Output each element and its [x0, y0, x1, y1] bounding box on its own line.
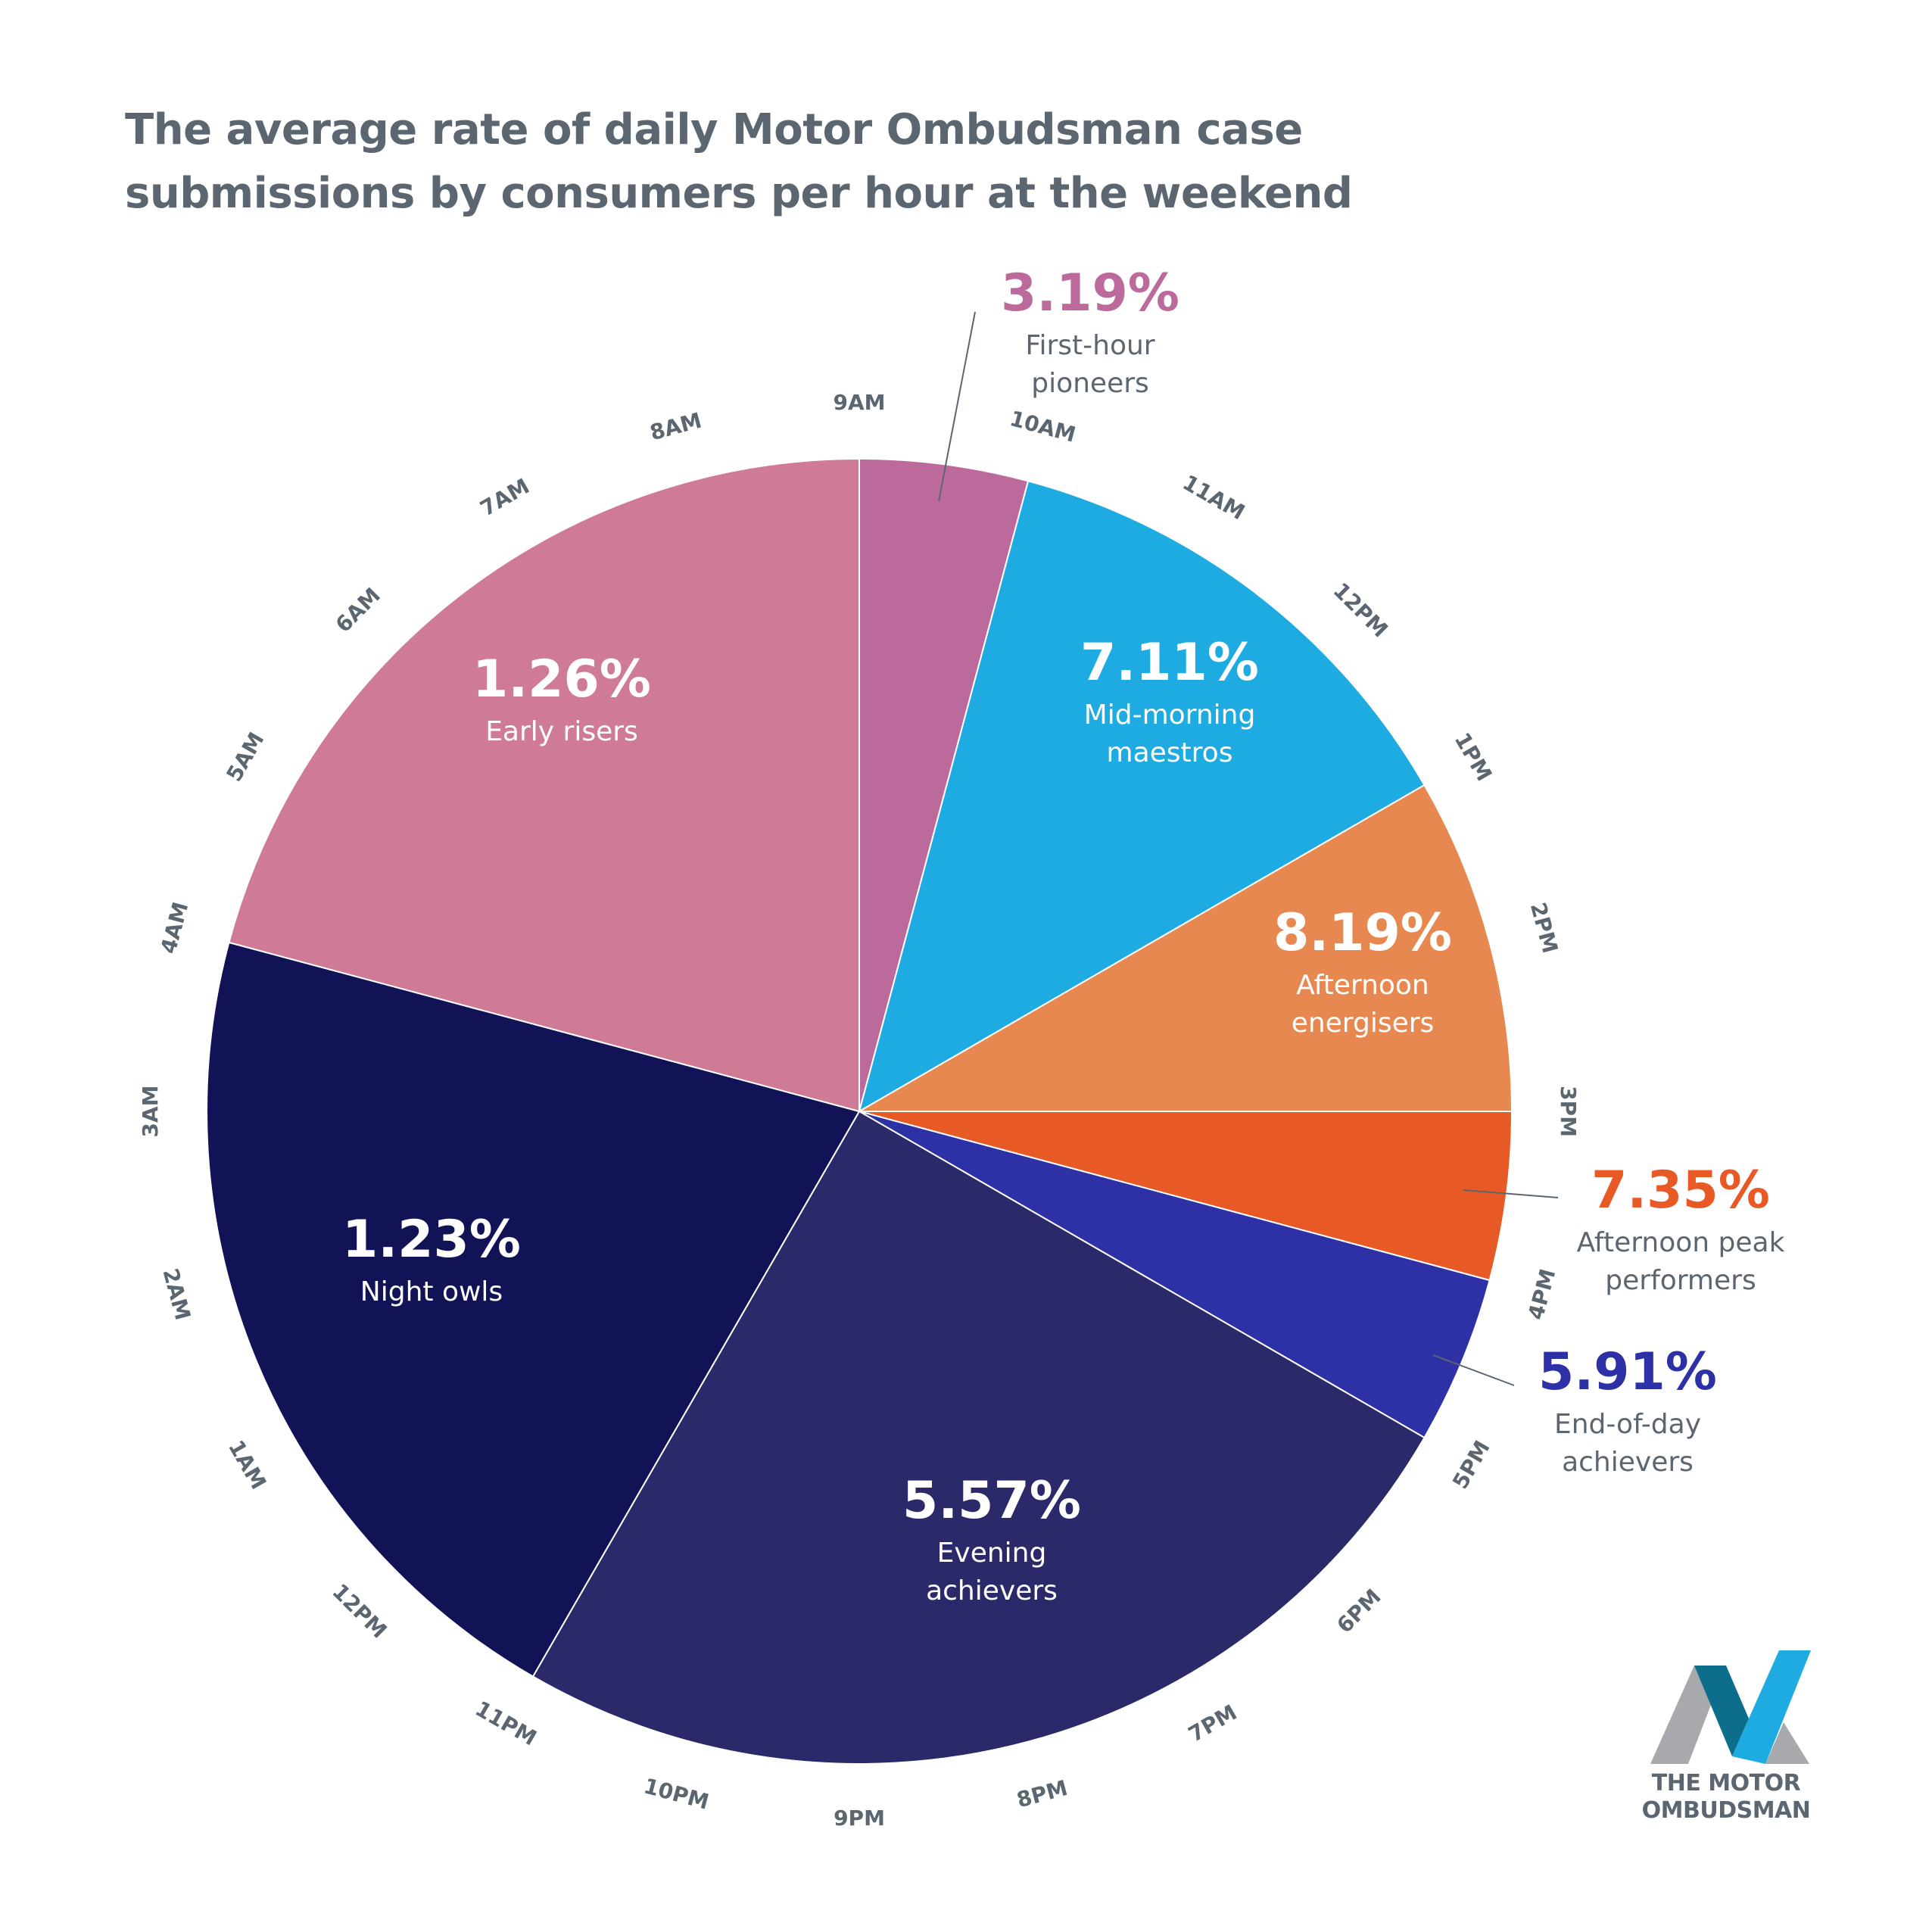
segment-name-line2-mid-morning-maestros: maestros — [1107, 737, 1233, 768]
pie-slice-evening-achievers — [531, 1110, 1426, 1765]
tick-label-4: 1PM — [1450, 728, 1497, 785]
tick-label-9: 6PM — [1332, 1584, 1385, 1638]
segment-name-line2-afternoon-energisers: energisers — [1292, 1008, 1435, 1039]
chart-title-line-1: The average rate of daily Motor Ombudsma… — [125, 105, 1303, 154]
tick-label-17: 2AM — [157, 1266, 195, 1323]
pie-slice-end-of-day-achievers — [858, 1111, 1491, 1439]
tick-label-20: 5AM — [221, 728, 269, 786]
segment-name-line2-first-hour-pioneers: pioneers — [1031, 368, 1149, 399]
logo-right-stroke — [1732, 1650, 1811, 1764]
data-label-mid-morning-maestros: 7.11% — [1080, 633, 1259, 693]
segment-name-evening-achievers: Evening — [937, 1538, 1047, 1569]
pie-slices — [206, 457, 1513, 1765]
tick-label-12: 9PM — [834, 1806, 885, 1831]
tick-label-14: 11PM — [471, 1696, 541, 1750]
segment-name-afternoon-peak-performers: Afternoon peak — [1577, 1227, 1785, 1258]
tick-label-8: 5PM — [1447, 1436, 1495, 1493]
data-label-evening-achievers: 5.57% — [902, 1471, 1081, 1531]
slice-labels: 3.19% First-hour pioneers 7.11% Mid-morning m… — [342, 263, 1785, 1606]
segment-name-line2-evening-achievers: achievers — [926, 1575, 1058, 1606]
tick-label-10: 7PM — [1184, 1700, 1241, 1747]
tick-label-5: 2PM — [1525, 900, 1563, 956]
logo-line-1: THE MOTOR — [1651, 1770, 1801, 1796]
data-label-first-hour-pioneers: 3.19% — [1001, 263, 1179, 323]
pie-slice-mid-morning-maestros — [858, 480, 1426, 1114]
segment-name-mid-morning-maestros: Mid-morning — [1084, 700, 1256, 731]
logo-wordmark: THE MOTOR OMBUDSMAN — [1628, 1770, 1824, 1824]
chart-title: The average rate of daily Motor Ombudsma… — [125, 98, 1563, 226]
segment-name-line2-afternoon-peak-performers: performers — [1605, 1265, 1756, 1296]
data-label-end-of-day-achievers: 5.91% — [1538, 1342, 1717, 1402]
tick-label-1: 10AM — [1007, 406, 1078, 447]
leader-line-end-of-day-achievers — [1432, 1354, 1515, 1386]
data-label-afternoon-energisers: 8.19% — [1273, 903, 1452, 963]
tick-label-0: 9AM — [833, 390, 885, 415]
tick-label-11: 8PM — [1014, 1775, 1070, 1812]
segment-name-early-risers: Early risers — [485, 716, 638, 747]
tick-label-18: 3AM — [138, 1085, 163, 1137]
pie-slice-first-hour-pioneers — [858, 457, 1030, 1112]
tick-label-7: 4PM — [1523, 1267, 1560, 1323]
data-label-night-owls: 1.23% — [342, 1210, 521, 1270]
motor-ombudsman-logo-icon — [1650, 1650, 1811, 1764]
tick-label-21: 6AM — [331, 583, 385, 637]
chart-title-line-2: submissions by consumers per hour at the… — [125, 169, 1353, 218]
logo-right-grey — [1765, 1722, 1809, 1764]
tick-label-15: 12PM — [327, 1578, 391, 1643]
logo-middle-stroke — [1694, 1666, 1749, 1756]
segment-name-afternoon-energisers: Afternoon — [1296, 970, 1429, 1001]
segment-name-night-owls: Night owls — [360, 1276, 503, 1307]
data-label-early-risers: 1.26% — [472, 650, 651, 709]
tick-label-13: 10PM — [641, 1773, 712, 1814]
pie-slice-afternoon-peak-performers — [858, 1111, 1513, 1282]
data-label-afternoon-peak-performers: 7.35% — [1591, 1161, 1770, 1220]
tick-label-3: 12PM — [1329, 578, 1393, 642]
tick-label-23: 8AM — [647, 408, 704, 446]
tick-label-22: 7AM — [476, 473, 534, 521]
tick-label-2: 11AM — [1179, 470, 1249, 525]
tick-label-16: 1AM — [223, 1436, 271, 1494]
tick-label-6: 3PM — [1556, 1086, 1581, 1137]
segment-name-end-of-day-achievers: End-of-day — [1554, 1409, 1701, 1440]
segment-name-line2-end-of-day-achievers: achievers — [1562, 1447, 1694, 1478]
leader-line-afternoon-peak-performers — [1463, 1189, 1559, 1198]
pie-slice-night-owls — [206, 941, 861, 1678]
leader-lines — [938, 311, 1559, 1386]
pie-slice-early-risers — [228, 457, 860, 1113]
tick-label-19: 4AM — [156, 899, 194, 956]
pie-slice-afternoon-energisers — [856, 784, 1513, 1112]
leader-line-first-hour-pioneers — [938, 311, 976, 502]
segment-name-first-hour-pioneers: First-hour — [1025, 330, 1155, 361]
logo-line-2: OMBUDSMAN — [1641, 1797, 1811, 1824]
